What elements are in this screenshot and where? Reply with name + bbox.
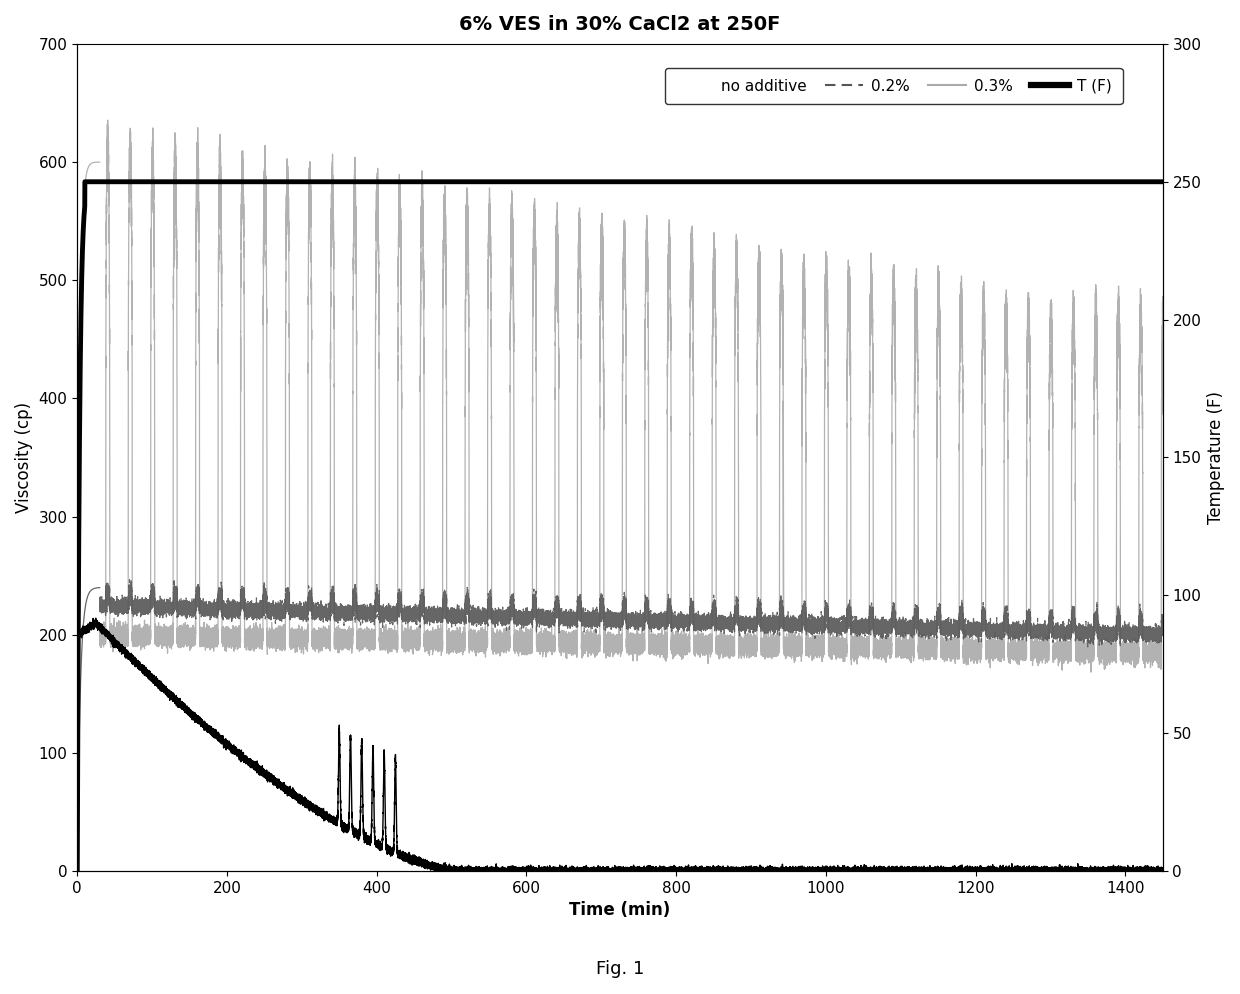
Y-axis label: Viscosity (cp): Viscosity (cp)	[15, 402, 33, 513]
Legend: no additive, 0.2%, 0.3%, T (F): no additive, 0.2%, 0.3%, T (F)	[665, 68, 1122, 104]
Text: Fig. 1: Fig. 1	[595, 960, 645, 978]
Title: 6% VES in 30% CaCl2 at 250F: 6% VES in 30% CaCl2 at 250F	[459, 15, 781, 34]
Y-axis label: Temperature (F): Temperature (F)	[1207, 391, 1225, 524]
X-axis label: Time (min): Time (min)	[569, 902, 671, 919]
